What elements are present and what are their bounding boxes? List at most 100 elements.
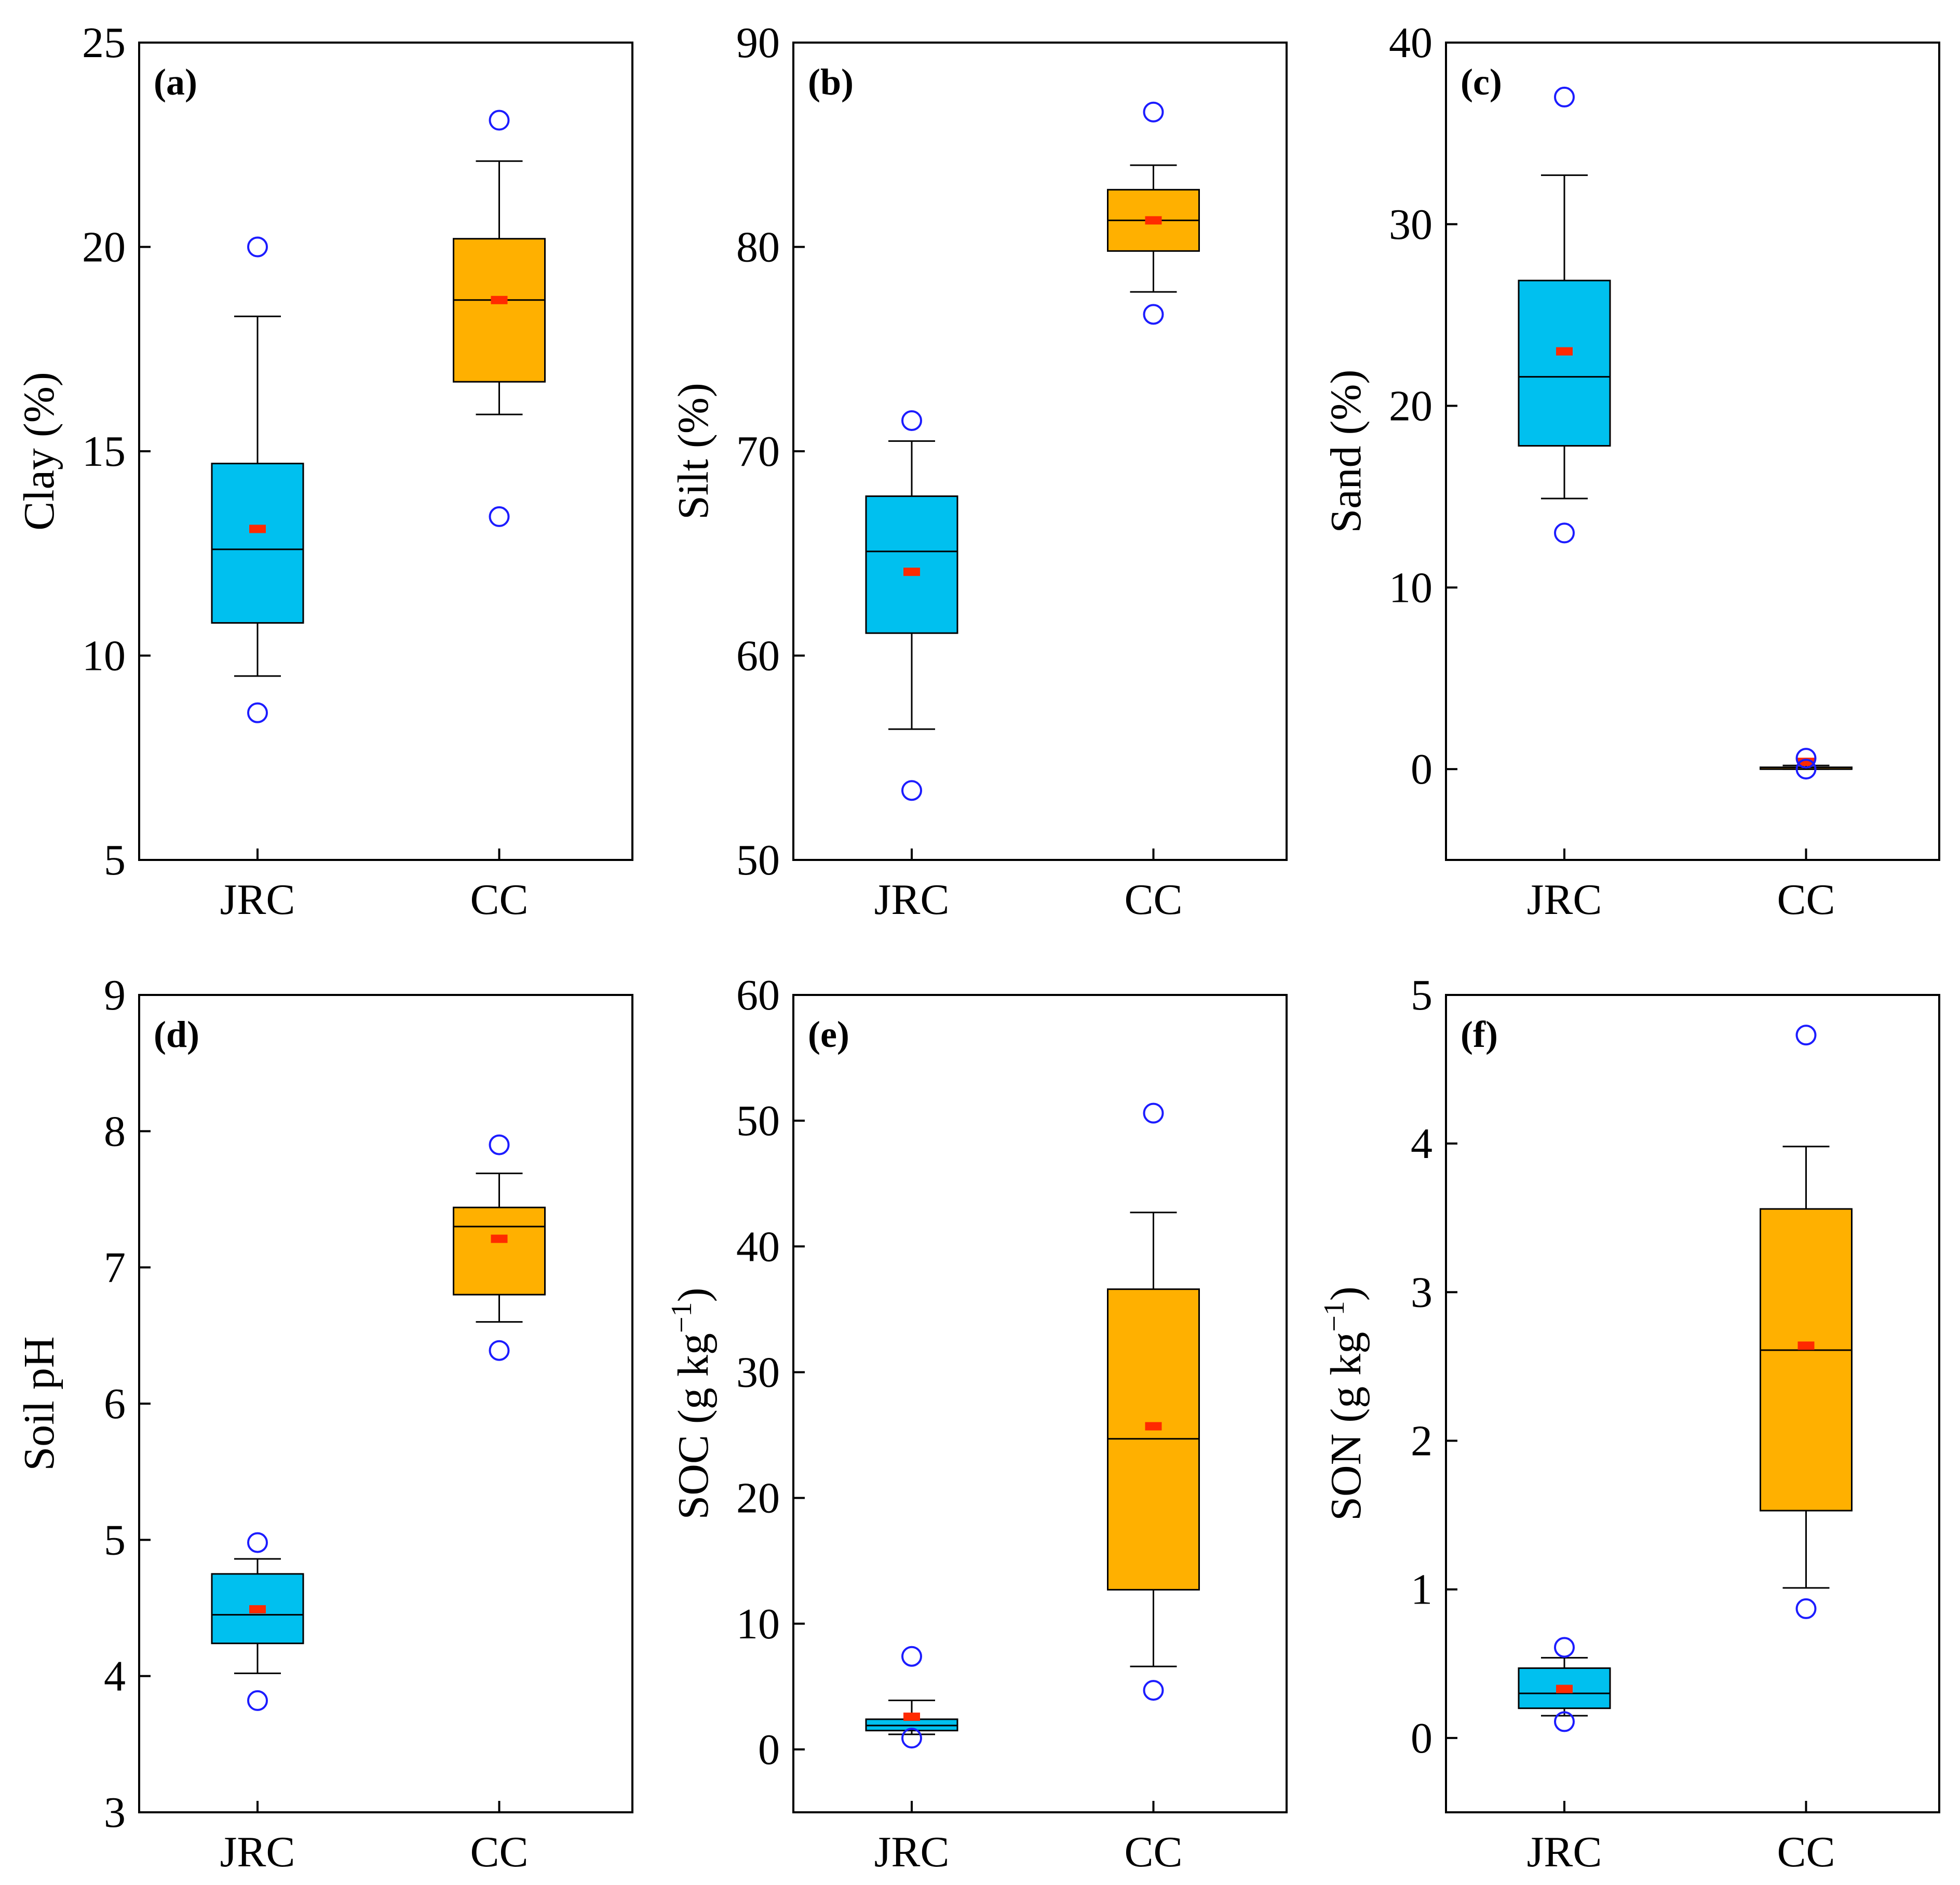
box-cc <box>1107 1102 1200 1701</box>
outlier-point <box>901 780 922 801</box>
y-tick-label: 10 <box>736 1600 780 1648</box>
panel-label: (f) <box>1461 1014 1498 1055</box>
box-jrc <box>1518 1637 1611 1732</box>
y-axis-title: SON (g kg−1) <box>1318 1286 1370 1521</box>
box-cc <box>1107 101 1200 325</box>
box-jrc <box>1518 86 1611 544</box>
outlier-point <box>1143 101 1164 123</box>
y-axis-title-superscript: −1 <box>666 1302 698 1334</box>
iqr-box <box>453 238 546 383</box>
y-tick-label: 20 <box>1389 382 1432 430</box>
y-tick-label: 10 <box>82 632 126 680</box>
panel-label: (e) <box>808 1014 849 1055</box>
box-jrc <box>865 1646 958 1749</box>
outlier-point <box>1143 304 1164 325</box>
y-tick-label: 90 <box>736 19 780 67</box>
y-axis-title-text: Silt (%) <box>669 383 718 520</box>
plot-frame <box>792 42 1288 861</box>
outlier-point <box>1554 522 1575 544</box>
outlier-point <box>489 506 510 527</box>
y-axis-title-superscript: −1 <box>1318 1301 1350 1332</box>
mean-marker <box>491 295 508 304</box>
box-cc <box>453 110 546 527</box>
outlier-point <box>489 110 510 131</box>
outlier-point <box>1554 86 1575 107</box>
y-axis-title-text: Clay (%) <box>15 372 63 531</box>
iqr-box <box>211 463 304 624</box>
outlier-point <box>901 1646 922 1667</box>
y-tick-label: 7 <box>104 1244 126 1292</box>
y-tick-label: 5 <box>1411 971 1432 1019</box>
outlier-point <box>489 1340 510 1361</box>
outlier-point <box>1795 748 1817 769</box>
chart-panel-a: 5 10 15 20 25 JRC CC Clay (%) (a) <box>15 19 633 924</box>
y-tick-label: 0 <box>1411 1714 1432 1762</box>
x-tick-label-jrc: JRC <box>874 876 950 924</box>
panel-label: (b) <box>808 61 854 103</box>
panel-label: (a) <box>154 61 197 103</box>
x-tick-label-cc: CC <box>1777 876 1835 924</box>
y-axis-title: Soil pH <box>15 1336 63 1471</box>
outlier-point <box>1143 1680 1164 1701</box>
y-axis-title-text: SOC (g kg <box>669 1333 718 1519</box>
x-tick-label-cc: CC <box>1124 1828 1182 1876</box>
y-tick-label: 0 <box>758 1726 780 1774</box>
y-tick-label: 30 <box>1389 200 1432 249</box>
y-tick-label: 6 <box>104 1380 126 1428</box>
x-tick-label-cc: CC <box>1124 876 1182 924</box>
y-axis-title-end: ) <box>1322 1286 1370 1301</box>
chart-panel-b: 50 60 70 80 90 JRC CC Silt (%) (b) <box>669 19 1288 924</box>
x-tick-label-jrc: JRC <box>1527 1828 1602 1876</box>
iqr-box <box>453 1206 546 1296</box>
y-tick-label: 5 <box>104 1516 126 1564</box>
y-axis-title: Sand (%) <box>1322 370 1370 533</box>
y-tick-label: 50 <box>736 836 780 884</box>
y-tick-label: 20 <box>736 1474 780 1523</box>
box-jrc <box>211 236 304 723</box>
plot-frame <box>1445 42 1940 861</box>
outlier-point <box>1795 1025 1817 1046</box>
chart-panel-c: 0 10 20 30 40 JRC CC Sand (%) (c) <box>1322 19 1940 924</box>
y-tick-label: 5 <box>104 836 126 884</box>
x-tick-label-cc: CC <box>1777 1828 1835 1876</box>
y-axis-title: SOC (g kg−1) <box>666 1288 718 1520</box>
outlier-point <box>901 1728 922 1749</box>
x-tick-label-jrc: JRC <box>874 1828 950 1876</box>
y-tick-label: 1 <box>1411 1566 1432 1614</box>
y-axis-title: Silt (%) <box>669 383 718 520</box>
y-axis-title-text: Sand (%) <box>1322 370 1370 533</box>
outlier-point <box>489 1134 510 1155</box>
y-tick-label: 40 <box>1389 19 1432 67</box>
plot-frame <box>138 994 633 1813</box>
box-cc <box>1760 748 1853 780</box>
mean-marker <box>1797 1341 1815 1350</box>
y-tick-label: 2 <box>1411 1417 1432 1465</box>
plot-frame <box>792 994 1288 1813</box>
mean-marker <box>903 1712 920 1721</box>
outlier-point <box>247 236 268 258</box>
outlier-point <box>901 410 922 431</box>
plot-frame <box>138 42 633 861</box>
box-cc <box>1760 1025 1853 1619</box>
mean-marker <box>903 568 920 576</box>
y-tick-label: 3 <box>104 1788 126 1837</box>
y-tick-label: 70 <box>736 427 780 476</box>
y-tick-label: 4 <box>1411 1120 1432 1168</box>
mean-marker <box>249 1605 266 1614</box>
y-tick-label: 50 <box>736 1097 780 1145</box>
y-tick-label: 15 <box>82 427 126 476</box>
plot-frame <box>1445 994 1940 1813</box>
x-tick-label-jrc: JRC <box>220 876 295 924</box>
box-jrc <box>211 1532 304 1711</box>
iqr-box <box>865 495 958 634</box>
y-axis-title: Clay (%) <box>15 372 63 531</box>
y-tick-label: 9 <box>104 971 126 1019</box>
y-tick-label: 40 <box>736 1222 780 1271</box>
x-tick-label-jrc: JRC <box>1527 876 1602 924</box>
y-axis-title-text: Soil pH <box>15 1336 63 1471</box>
y-tick-label: 30 <box>736 1348 780 1396</box>
outlier-point <box>247 1532 268 1553</box>
y-tick-label: 80 <box>736 223 780 272</box>
mean-marker <box>1145 216 1162 225</box>
